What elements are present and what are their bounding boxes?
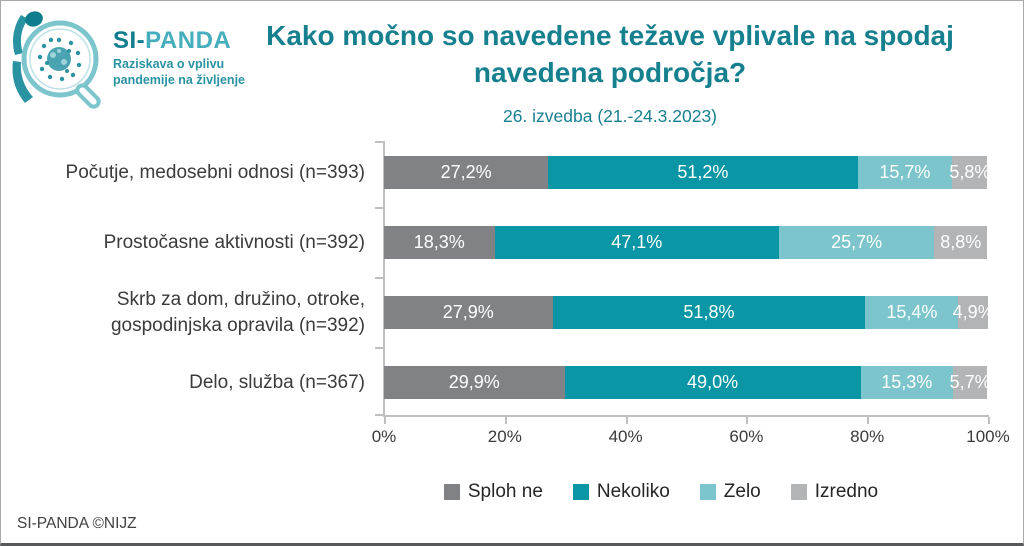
bar-value-label: 51,2% — [677, 162, 729, 182]
legend-swatch — [572, 484, 589, 500]
bar-value-label: 27,9% — [442, 302, 494, 322]
bar-segment: 27,2% — [384, 156, 549, 189]
y-axis-tick — [375, 277, 383, 279]
bar-segment: 5,7% — [950, 366, 991, 399]
x-axis-label: 80% — [850, 427, 885, 446]
x-axis-label: 60% — [729, 427, 764, 446]
bar-segment: 51,8% — [552, 296, 866, 329]
bar-segment: 15,3% — [860, 366, 953, 399]
bar-segment: 5,8% — [949, 156, 991, 189]
si-panda-logo: SI-PANDA Raziskava o vplivu pandemije na… — [7, 7, 245, 111]
bar-value-label: 4,9% — [952, 302, 994, 322]
legend-swatch — [699, 484, 716, 500]
bar-value-label: 29,9% — [448, 372, 500, 392]
y-axis-line — [383, 141, 385, 417]
x-axis-tick — [988, 417, 990, 424]
bar-value-label: 15,4% — [886, 302, 938, 322]
legend-swatch — [443, 484, 460, 500]
bar-segment: 25,7% — [779, 226, 935, 259]
legend-item: Izredno — [790, 481, 879, 503]
y-axis-tick — [375, 347, 383, 349]
bar-value-label: 5,8% — [949, 162, 991, 182]
bar-segment: 51,2% — [548, 156, 858, 189]
bar-segment: 47,1% — [494, 226, 779, 259]
bar-row: 29,9% 49,0% 15,3% 5,7% — [384, 366, 991, 399]
category-label: Skrb za dom, družino, otroke, gospodinjs… — [110, 288, 365, 336]
logo-tagline: Raziskava o vplivu pandemije na življenj… — [113, 57, 245, 87]
legend-item: Sploh ne — [443, 481, 543, 503]
y-axis-tick — [375, 414, 383, 416]
bar-segment: 15,7% — [857, 156, 953, 189]
legend-swatch — [790, 484, 807, 500]
legend-label: Izredno — [814, 481, 879, 502]
x-axis-tick — [867, 417, 870, 424]
chart-title: Kako močno so navedene težave vplivale n… — [266, 20, 954, 89]
brand-name: SI-PANDA — [113, 27, 232, 54]
x-axis-tick — [625, 417, 628, 424]
bar-segment: 4,9% — [953, 296, 994, 329]
logo-text: SI-PANDA Raziskava o vplivu pandemije na… — [113, 29, 245, 88]
footer-credit: SI-PANDA ©NIJZ — [17, 515, 137, 532]
x-axis-label: 20% — [487, 427, 522, 446]
legend-label: Zelo — [723, 481, 761, 502]
x-axis-line — [383, 415, 989, 417]
magnifier-virus-icon — [12, 11, 101, 109]
x-axis-tick — [746, 417, 749, 424]
bar-value-label: 25,7% — [831, 232, 883, 252]
x-axis-tick — [504, 417, 507, 424]
legend-item: Nekoliko — [572, 481, 670, 503]
bar-value-label: 18,3% — [413, 232, 465, 252]
x-axis-label: 40% — [608, 427, 643, 446]
legend-label: Sploh ne — [467, 481, 543, 502]
bar-segment: 15,4% — [865, 296, 959, 329]
chart-subtitle: 26. izvedba (21.-24.3.2023) — [502, 106, 718, 126]
bar-value-label: 47,1% — [611, 232, 663, 252]
bar-value-label: 15,7% — [879, 162, 931, 182]
bar-value-label: 8,8% — [940, 232, 982, 252]
bar-segment: 29,9% — [384, 366, 565, 399]
bar-segment: 18,3% — [384, 226, 495, 259]
x-axis-label: 100% — [966, 427, 1010, 446]
bar-value-label: 27,2% — [440, 162, 492, 182]
legend-label: Nekoliko — [596, 481, 670, 502]
bar-value-label: 5,7% — [949, 372, 991, 392]
bar-segment: 27,9% — [384, 296, 553, 329]
bar-value-label: 15,3% — [881, 372, 933, 392]
x-axis-tick — [384, 417, 386, 424]
bar-value-label: 51,8% — [683, 302, 735, 322]
bar-row: 27,2% 51,2% 15,7% 5,8% — [384, 156, 991, 189]
y-axis-tick — [375, 207, 383, 209]
legend-item: Zelo — [699, 481, 761, 503]
bar-row: 27,9% 51,8% 15,4% 4,9% — [384, 296, 994, 329]
bar-segment: 49,0% — [564, 366, 861, 399]
category-label: Delo, služba (n=367) — [189, 371, 365, 393]
bar-segment: 8,8% — [934, 226, 988, 259]
bar-value-label: 49,0% — [687, 372, 739, 392]
x-axis-label: 0% — [371, 427, 397, 446]
bar-row: 18,3% 47,1% 25,7% 8,8% — [384, 226, 988, 259]
category-label: Počutje, medosebni odnosi (n=393) — [65, 161, 365, 183]
chart-legend: Sploh ne Nekoliko Zelo Izredno — [331, 481, 991, 503]
y-axis-tick — [375, 141, 383, 143]
category-label: Prostočasne aktivnosti (n=392) — [103, 231, 365, 253]
